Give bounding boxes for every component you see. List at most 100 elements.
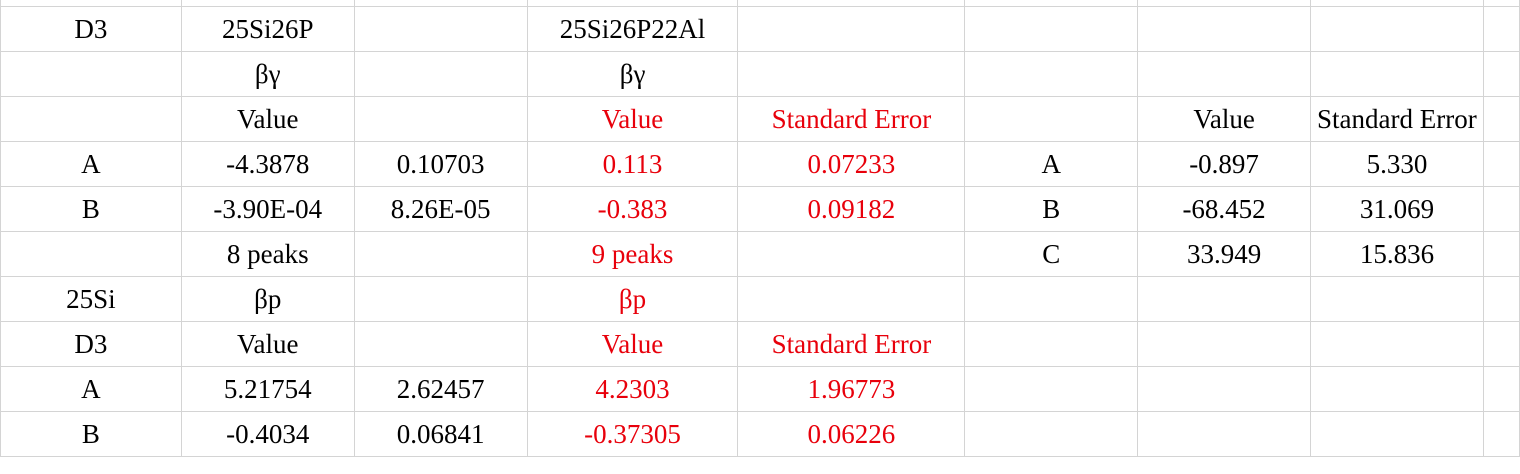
cell-G1[interactable] <box>1137 6 1311 52</box>
cell-H2[interactable] <box>1310 51 1484 97</box>
cell-D6[interactable]: 9 peaks <box>526 231 739 277</box>
cell-G4[interactable]: -0.897 <box>1137 141 1311 187</box>
cell-F6[interactable]: C <box>964 231 1139 277</box>
cell-E5[interactable]: 0.09182 <box>737 186 966 232</box>
cell-B6[interactable]: 8 peaks <box>180 231 355 277</box>
cell-D5[interactable]: -0.383 <box>526 186 739 232</box>
cell-B9[interactable]: 5.21754 <box>180 366 355 412</box>
cell-C5[interactable]: 8.26E-05 <box>353 186 528 232</box>
cell-B5[interactable]: -3.90E-04 <box>180 186 355 232</box>
cell-F9[interactable] <box>964 366 1139 412</box>
cell-F3[interactable] <box>964 96 1139 142</box>
cell-B3[interactable]: Value <box>180 96 355 142</box>
cell-I9[interactable] <box>1482 366 1520 412</box>
cell-table: D3 25Si26P 25Si26P22Al βγ βγ Value Value Standa… <box>0 0 1520 457</box>
grid-row: B -0.4034 0.06841 -0.37305 0.06226 <box>0 411 1520 457</box>
cell-G3[interactable]: Value <box>1137 96 1311 142</box>
cell-G2[interactable] <box>1137 51 1311 97</box>
cell-D7[interactable]: βp <box>526 276 739 322</box>
cell-E8[interactable]: Standard Error <box>737 321 966 367</box>
cell-D4[interactable]: 0.113 <box>526 141 739 187</box>
cell-D10[interactable]: -0.37305 <box>526 411 739 457</box>
grid-row: A 5.21754 2.62457 4.2303 1.96773 <box>0 366 1520 412</box>
cell-I8[interactable] <box>1482 321 1520 367</box>
grid-row: D3 25Si26P 25Si26P22Al <box>0 6 1520 52</box>
cell-A6[interactable] <box>0 231 182 277</box>
cell-D3[interactable]: Value <box>526 96 739 142</box>
cell-H7[interactable] <box>1310 276 1484 322</box>
cell-H5[interactable]: 31.069 <box>1310 186 1484 232</box>
cell-A5[interactable]: B <box>0 186 182 232</box>
cell-G9[interactable] <box>1137 366 1311 412</box>
cell-A3[interactable] <box>0 96 182 142</box>
cell-A8[interactable]: D3 <box>0 321 182 367</box>
cell-I7[interactable] <box>1482 276 1520 322</box>
cell-E10[interactable]: 0.06226 <box>737 411 966 457</box>
cell-C2[interactable] <box>353 51 528 97</box>
cell-C4[interactable]: 0.10703 <box>353 141 528 187</box>
cell-I4[interactable] <box>1482 141 1520 187</box>
grid-row: Value Value Standard Error Value Standard Er… <box>0 96 1520 142</box>
cell-D2[interactable]: βγ <box>526 51 739 97</box>
cell-E1[interactable] <box>737 6 966 52</box>
grid-row: A -4.3878 0.10703 0.113 0.07233 A -0.897 5.330 <box>0 141 1520 187</box>
cell-A9[interactable]: A <box>0 366 182 412</box>
cell-G5[interactable]: -68.452 <box>1137 186 1311 232</box>
cell-H3[interactable]: Standard Error <box>1310 96 1484 142</box>
cell-F1[interactable] <box>964 6 1139 52</box>
cell-I10[interactable] <box>1482 411 1520 457</box>
cell-G7[interactable] <box>1137 276 1311 322</box>
grid-row: βγ βγ <box>0 51 1520 97</box>
cell-F8[interactable] <box>964 321 1139 367</box>
cell-D1[interactable]: 25Si26P22Al <box>526 6 739 52</box>
cell-A1[interactable]: D3 <box>0 6 182 52</box>
cell-F7[interactable] <box>964 276 1139 322</box>
grid-row: 8 peaks 9 peaks C 33.949 15.836 <box>0 231 1520 277</box>
cell-E7[interactable] <box>737 276 966 322</box>
cell-E3[interactable]: Standard Error <box>737 96 966 142</box>
cell-A2[interactable] <box>0 51 182 97</box>
cell-C7[interactable] <box>353 276 528 322</box>
cell-E9[interactable]: 1.96773 <box>737 366 966 412</box>
cell-I2[interactable] <box>1482 51 1520 97</box>
cell-H10[interactable] <box>1310 411 1484 457</box>
cell-I6[interactable] <box>1482 231 1520 277</box>
cell-H1[interactable] <box>1310 6 1484 52</box>
cell-E4[interactable]: 0.07233 <box>737 141 966 187</box>
cell-A10[interactable]: B <box>0 411 182 457</box>
cell-I3[interactable] <box>1482 96 1520 142</box>
cell-E2[interactable] <box>737 51 966 97</box>
cell-C8[interactable] <box>353 321 528 367</box>
cell-G6[interactable]: 33.949 <box>1137 231 1311 277</box>
cell-I1[interactable] <box>1482 6 1520 52</box>
cell-H6[interactable]: 15.836 <box>1310 231 1484 277</box>
cell-B1[interactable]: 25Si26P <box>180 6 355 52</box>
grid-row: B -3.90E-04 8.26E-05 -0.383 0.09182 B -68.452 3… <box>0 186 1520 232</box>
cell-B7[interactable]: βp <box>180 276 355 322</box>
cell-F5[interactable]: B <box>964 186 1139 232</box>
cell-C6[interactable] <box>353 231 528 277</box>
cell-B4[interactable]: -4.3878 <box>180 141 355 187</box>
cell-B10[interactable]: -0.4034 <box>180 411 355 457</box>
cell-I5[interactable] <box>1482 186 1520 232</box>
cell-A7[interactable]: 25Si <box>0 276 182 322</box>
cell-A4[interactable]: A <box>0 141 182 187</box>
cell-B2[interactable]: βγ <box>180 51 355 97</box>
cell-H9[interactable] <box>1310 366 1484 412</box>
cell-C3[interactable] <box>353 96 528 142</box>
cell-D9[interactable]: 4.2303 <box>526 366 739 412</box>
cell-G10[interactable] <box>1137 411 1311 457</box>
cell-C10[interactable]: 0.06841 <box>353 411 528 457</box>
cell-H8[interactable] <box>1310 321 1484 367</box>
cell-F2[interactable] <box>964 51 1139 97</box>
cell-C9[interactable]: 2.62457 <box>353 366 528 412</box>
cell-E6[interactable] <box>737 231 966 277</box>
cell-F10[interactable] <box>964 411 1139 457</box>
cell-C1[interactable] <box>353 6 528 52</box>
cell-F4[interactable]: A <box>964 141 1139 187</box>
cell-D8[interactable]: Value <box>526 321 739 367</box>
cell-B8[interactable]: Value <box>180 321 355 367</box>
cell-G8[interactable] <box>1137 321 1311 367</box>
cell-H4[interactable]: 5.330 <box>1310 141 1484 187</box>
